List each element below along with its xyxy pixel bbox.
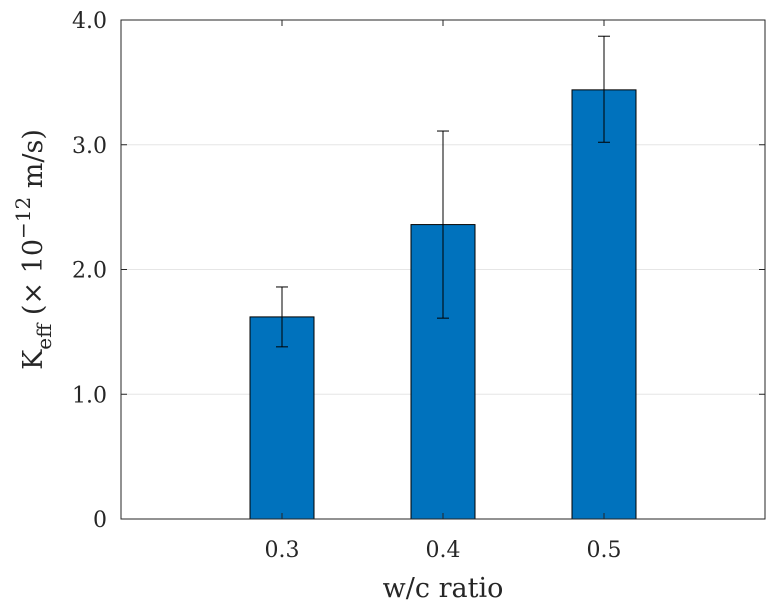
ticks bbox=[121, 19, 765, 520]
bar-0.5 bbox=[571, 89, 637, 520]
y-axis-title-exponent: −12 bbox=[11, 197, 35, 239]
x-tick-label: 0.3 bbox=[265, 538, 300, 563]
y-axis-title-base: K bbox=[18, 349, 49, 370]
x-tick-label: 0.4 bbox=[426, 538, 461, 563]
y-tick-label: 0 bbox=[93, 508, 107, 533]
error-bars bbox=[276, 35, 610, 348]
y-tick-label: 1.0 bbox=[72, 383, 107, 408]
y-axis-title-suffix: m/s) bbox=[18, 129, 49, 197]
bars bbox=[249, 89, 637, 520]
x-axis-title: w/c ratio bbox=[383, 573, 504, 604]
bar-0.3 bbox=[249, 316, 315, 520]
y-tick-label: 4.0 bbox=[72, 9, 107, 34]
y-axis-title-subscript: eff bbox=[32, 322, 56, 350]
y-axis-title: Keff (× 10−12 m/s) bbox=[11, 129, 56, 370]
x-tick-label: 0.5 bbox=[587, 538, 622, 563]
y-axis-title-prefix: (× 10 bbox=[18, 239, 49, 324]
tick-labels: 0 1.0 2.0 3.0 4.0 0.3 0.4 0.5 bbox=[72, 9, 622, 563]
y-tick-label: 2.0 bbox=[72, 259, 107, 284]
y-tick-label: 3.0 bbox=[72, 134, 107, 159]
